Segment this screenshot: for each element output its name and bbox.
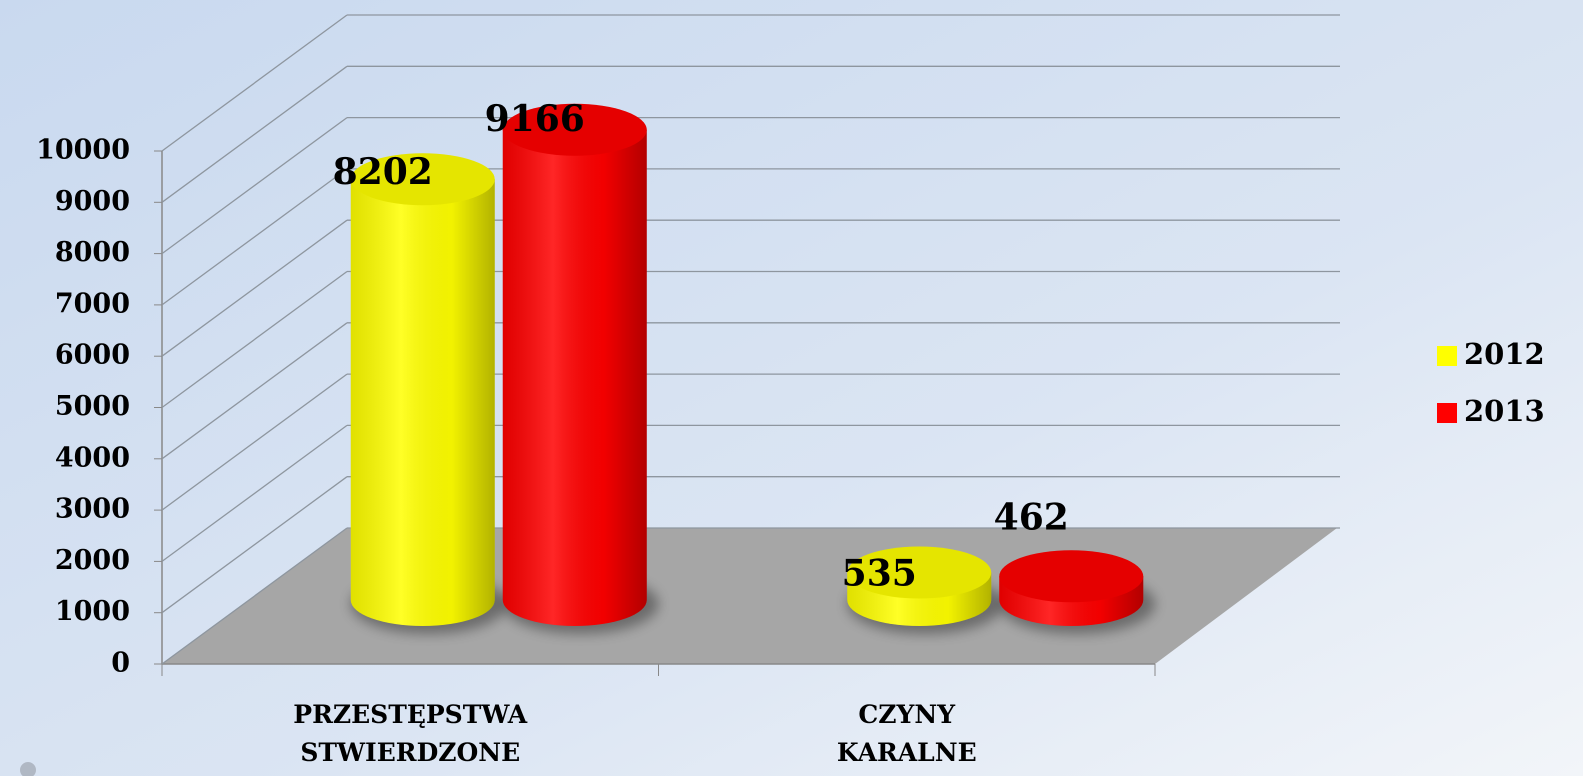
legend-label: 2012 <box>1464 337 1545 371</box>
data-label: 462 <box>994 496 1069 538</box>
bar-shading <box>350 179 495 626</box>
legend-label: 2013 <box>1464 394 1545 428</box>
y-tick-label: 9000 <box>55 186 130 217</box>
y-tick-label: 3000 <box>55 494 130 525</box>
y-tick-label: 2000 <box>55 545 130 576</box>
bar-shading <box>502 129 647 627</box>
decoration-dot <box>20 762 36 776</box>
x-tick-label: PRZESTĘPSTWA STWIERDZONE <box>293 700 528 767</box>
grid-line <box>161 168 348 306</box>
grid-line <box>161 527 348 665</box>
bar-top <box>502 103 647 156</box>
grid-line <box>161 373 348 511</box>
x-tick-label: CZYNYKARALNENIELETNICH <box>813 700 1000 776</box>
floor <box>162 528 1337 664</box>
grid-line <box>161 476 348 614</box>
y-tick-label: 1000 <box>55 596 130 627</box>
data-label: 9166 <box>485 98 585 140</box>
y-tick-label: 0 <box>111 648 130 679</box>
grid-line <box>161 322 348 460</box>
bar-top <box>350 153 495 206</box>
y-tick-label: 7000 <box>55 288 130 319</box>
bar-top-shading <box>350 153 495 206</box>
y-tick-label: 5000 <box>55 391 130 422</box>
y-tick-label: 8000 <box>55 237 130 268</box>
legend-swatch <box>1437 403 1457 423</box>
grid-line <box>161 219 348 357</box>
bar-top <box>999 550 1144 603</box>
grid-line <box>161 117 348 255</box>
data-label: 8202 <box>333 151 433 193</box>
y-tick-label: 10000 <box>36 135 130 166</box>
bar-top <box>847 546 992 599</box>
y-tick-label: 4000 <box>55 442 130 473</box>
bar-top-shading <box>502 103 647 156</box>
grid-line <box>161 14 348 152</box>
bar-top-shading <box>847 546 992 599</box>
grid-line <box>161 424 348 562</box>
bar-top-shading <box>999 550 1144 603</box>
y-tick-label: 6000 <box>55 340 130 371</box>
grid-line <box>161 270 348 409</box>
data-label: 535 <box>842 553 917 595</box>
grid-line <box>161 65 348 203</box>
legend-swatch <box>1437 346 1457 366</box>
